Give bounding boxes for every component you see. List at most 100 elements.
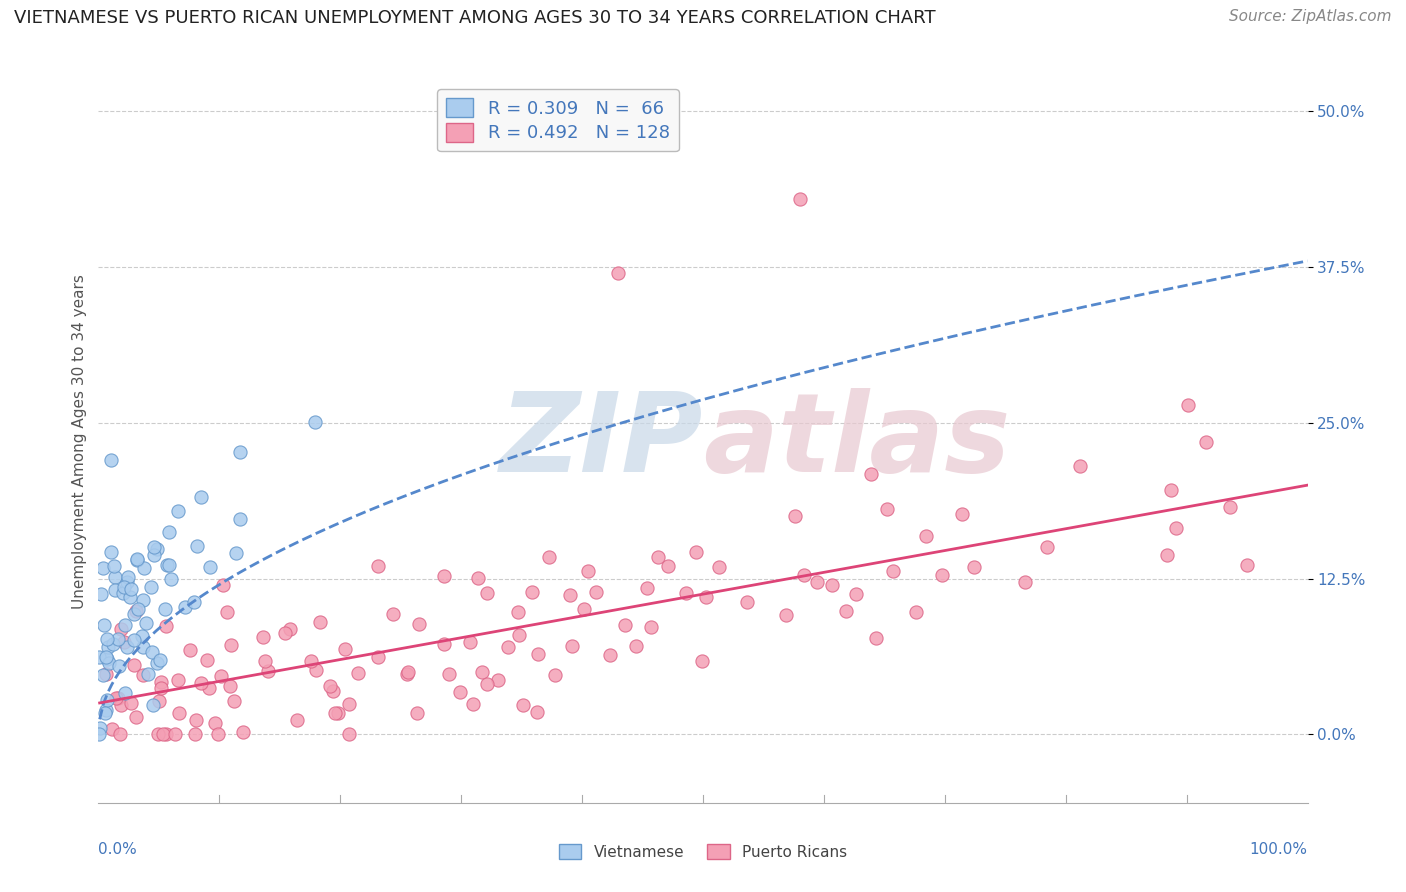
- Point: [141, 645, 163, 659]
- Point: [114, 617, 136, 632]
- Point: [186, 540, 208, 554]
- Point: [87, 649, 110, 664]
- Point: [396, 666, 419, 681]
- Point: [103, 637, 125, 651]
- Point: [135, 615, 157, 630]
- Point: [640, 620, 662, 634]
- Point: [637, 581, 659, 595]
- Point: [190, 491, 212, 505]
- Point: [1164, 521, 1187, 535]
- Point: [690, 654, 713, 668]
- Point: [155, 727, 177, 741]
- Point: [449, 685, 471, 699]
- Point: [624, 639, 647, 653]
- Point: [103, 570, 125, 584]
- Point: [322, 684, 344, 698]
- Point: [253, 654, 276, 668]
- Point: [125, 552, 148, 566]
- Point: [229, 512, 252, 526]
- Point: [149, 653, 172, 667]
- Point: [142, 698, 165, 713]
- Text: VIETNAMESE VS PUERTO RICAN UNEMPLOYMENT AMONG AGES 30 TO 34 YEARS CORRELATION CH: VIETNAMESE VS PUERTO RICAN UNEMPLOYMENT …: [14, 9, 935, 27]
- Point: [114, 685, 136, 699]
- Point: [775, 608, 797, 623]
- Point: [207, 727, 229, 741]
- Point: [408, 617, 430, 632]
- Point: [599, 648, 621, 663]
- Point: [115, 640, 138, 655]
- Point: [221, 638, 243, 652]
- Point: [382, 607, 405, 621]
- Point: [433, 637, 456, 651]
- Point: [963, 560, 986, 574]
- Point: [232, 724, 254, 739]
- Point: [148, 727, 170, 741]
- Point: [1160, 483, 1182, 497]
- Point: [101, 723, 124, 737]
- Point: [159, 572, 181, 586]
- Point: [222, 694, 245, 708]
- Point: [475, 586, 498, 600]
- Point: [89, 727, 111, 741]
- Point: [104, 582, 127, 597]
- Point: [319, 679, 342, 693]
- Point: [433, 569, 456, 583]
- Point: [865, 632, 887, 646]
- Point: [90, 587, 112, 601]
- Point: [1177, 398, 1199, 412]
- Point: [437, 666, 460, 681]
- Point: [561, 639, 583, 653]
- Point: [950, 507, 973, 521]
- Point: [860, 467, 883, 481]
- Point: [835, 604, 858, 618]
- Point: [806, 575, 828, 590]
- Point: [845, 587, 868, 601]
- Point: [120, 582, 142, 596]
- Point: [309, 615, 332, 629]
- Point: [471, 665, 494, 680]
- Point: [132, 593, 155, 607]
- Point: [166, 673, 188, 687]
- Point: [508, 628, 530, 642]
- Point: [506, 605, 529, 619]
- Point: [695, 590, 717, 604]
- Point: [111, 586, 134, 600]
- Point: [120, 696, 142, 710]
- Y-axis label: Unemployment Among Ages 30 to 34 years: Unemployment Among Ages 30 to 34 years: [72, 274, 87, 609]
- Point: [142, 548, 165, 562]
- Point: [882, 564, 904, 578]
- Point: [905, 605, 928, 619]
- Point: [274, 625, 297, 640]
- Point: [184, 713, 207, 727]
- Point: [607, 266, 630, 280]
- Point: [527, 647, 550, 661]
- Point: [115, 575, 138, 590]
- Point: [163, 727, 186, 741]
- Point: [96, 703, 118, 717]
- Point: [657, 559, 679, 574]
- Legend: Vietnamese, Puerto Ricans: Vietnamese, Puerto Ricans: [551, 836, 855, 867]
- Point: [299, 654, 322, 668]
- Point: [150, 674, 173, 689]
- Point: [125, 604, 148, 618]
- Point: [94, 706, 117, 721]
- Point: [228, 444, 250, 458]
- Point: [104, 691, 127, 706]
- Point: [333, 642, 356, 657]
- Point: [150, 681, 173, 695]
- Point: [876, 501, 898, 516]
- Point: [96, 632, 118, 646]
- Point: [1195, 435, 1218, 450]
- Point: [257, 664, 280, 678]
- Point: [122, 658, 145, 673]
- Point: [285, 713, 308, 727]
- Point: [1219, 500, 1241, 515]
- Point: [467, 571, 489, 585]
- Point: [576, 564, 599, 578]
- Point: [155, 619, 177, 633]
- Point: [122, 607, 145, 621]
- Point: [1036, 540, 1059, 554]
- Point: [218, 680, 240, 694]
- Point: [585, 585, 607, 599]
- Point: [212, 578, 235, 592]
